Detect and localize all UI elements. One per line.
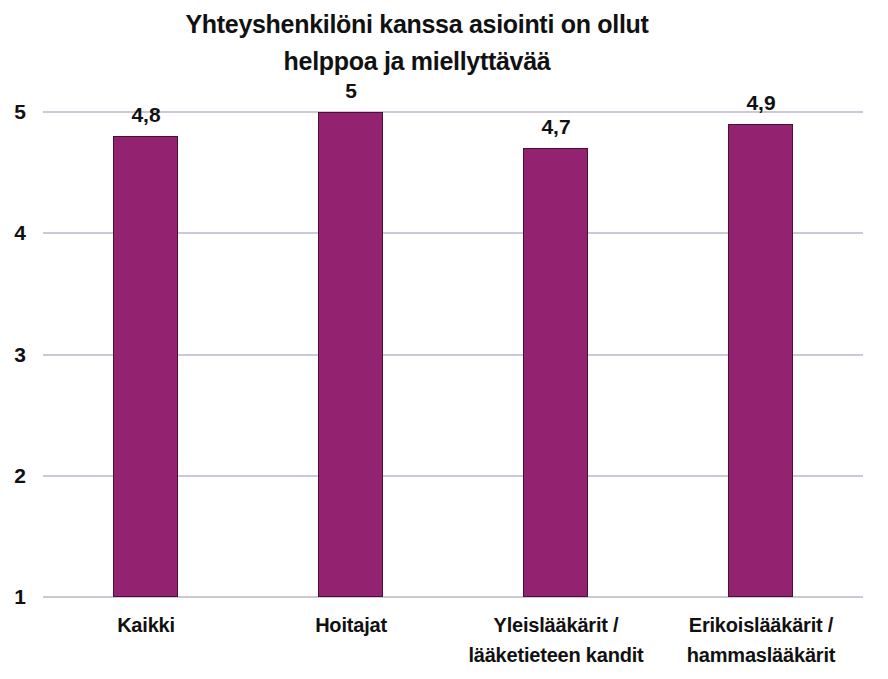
bar-value-label: 4,7 [506, 114, 606, 140]
chart-title: Yhteyshenkilöni kanssa asiointi on ollut… [0, 6, 834, 80]
bar-value-label: 5 [301, 78, 401, 104]
bar[interactable] [318, 112, 383, 597]
bar[interactable] [728, 124, 793, 597]
x-axis-category-label-line: hammaslääkärit [631, 640, 888, 670]
y-axis-tick-label: 2 [0, 463, 40, 489]
x-axis-category-label: Erikoislääkärit /hammaslääkärit [631, 610, 888, 670]
y-axis-tick-label: 3 [0, 342, 40, 368]
chart-title-line-1: Yhteyshenkilöni kanssa asiointi on ollut [0, 6, 834, 43]
y-axis-tick-label: 5 [0, 99, 40, 125]
y-axis-tick-label: 4 [0, 220, 40, 246]
bar[interactable] [113, 136, 178, 597]
chart-title-line-2: helppoa ja miellyttävää [0, 43, 834, 80]
bar-chart: Yhteyshenkilöni kanssa asiointi on ollut… [0, 0, 888, 679]
y-axis-tick-label: 1 [0, 584, 40, 610]
bar-value-label: 4,9 [711, 90, 811, 116]
bar-value-label: 4,8 [96, 102, 196, 128]
bar[interactable] [523, 148, 588, 597]
x-axis-category-label-line: Erikoislääkärit / [631, 610, 888, 640]
